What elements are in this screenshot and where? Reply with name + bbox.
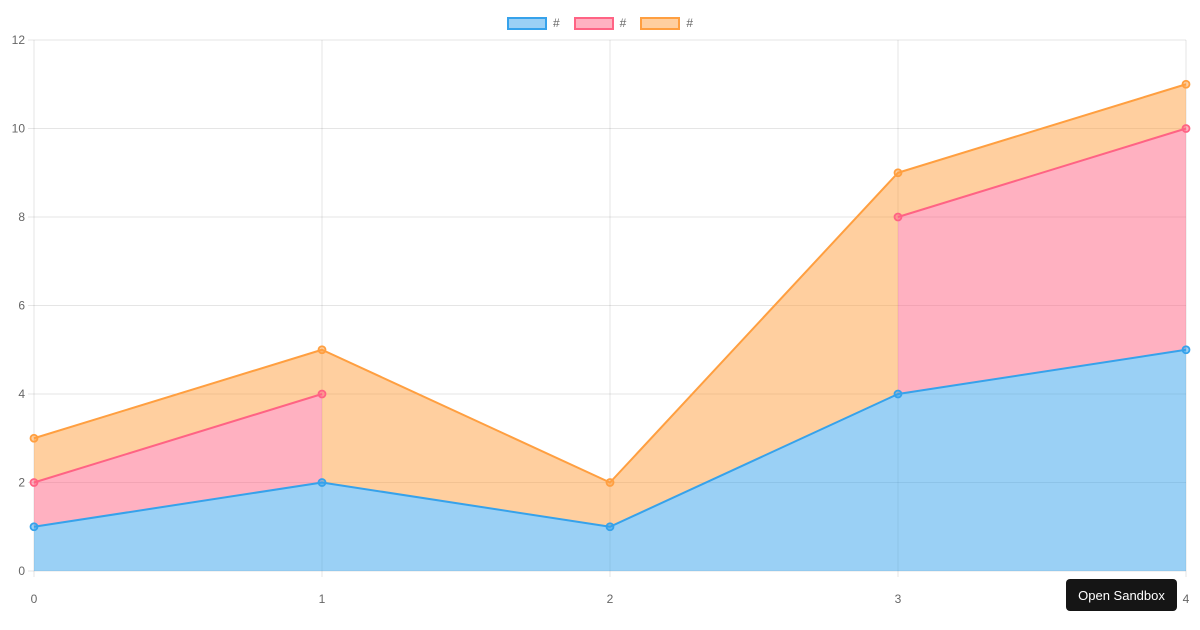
x-tick-label-3: 3 (895, 592, 902, 606)
x-tick-label-1: 1 (319, 592, 326, 606)
chart-legend: # # # (0, 16, 1200, 30)
point-series1-x1 (317, 389, 327, 399)
point-series1-x3 (893, 212, 903, 222)
point-series0-x0 (29, 522, 39, 532)
legend-item-label: # (686, 16, 694, 30)
legend-swatch-0 (506, 16, 547, 30)
point-series1-x4 (1181, 124, 1191, 133)
legend-swatch-2 (640, 16, 681, 30)
point-series2-x2 (605, 478, 615, 487)
legend-item-label: # (552, 16, 560, 30)
legend-swatch-1 (573, 16, 614, 30)
legend-item-2[interactable]: # (640, 16, 693, 30)
y-tick-label-0: 0 (18, 564, 25, 578)
legend-item-1[interactable]: # (573, 16, 627, 30)
y-tick-label-6: 6 (18, 299, 25, 313)
point-series1-x0 (29, 478, 39, 487)
point-series2-x3 (893, 168, 903, 178)
point-series2-x1 (317, 345, 327, 355)
series-line-1-run1 (897, 127, 1187, 218)
y-tick-label-4: 4 (18, 387, 25, 401)
point-series2-x4 (1181, 79, 1191, 89)
legend-item-label: # (619, 16, 627, 30)
x-tick-label-0: 0 (31, 592, 38, 606)
series-line-1-run0 (33, 393, 323, 484)
point-series0-x4 (1181, 345, 1191, 355)
series-fill-0 (34, 349, 1186, 571)
y-tick-label-12: 12 (12, 33, 26, 47)
y-tick-label-2: 2 (18, 476, 25, 490)
point-series0-x2 (605, 522, 615, 532)
point-series2-x0 (29, 433, 39, 443)
x-tick-label-2: 2 (607, 592, 614, 606)
y-tick-label-8: 8 (18, 210, 25, 224)
point-series0-x3 (893, 389, 903, 399)
point-series0-x1 (317, 478, 327, 487)
x-tick-label-4: 4 (1183, 592, 1190, 606)
open-sandbox-button[interactable]: Open Sandbox (1066, 579, 1177, 611)
y-tick-label-10: 10 (12, 122, 26, 136)
legend-item-0[interactable]: # (506, 16, 560, 30)
